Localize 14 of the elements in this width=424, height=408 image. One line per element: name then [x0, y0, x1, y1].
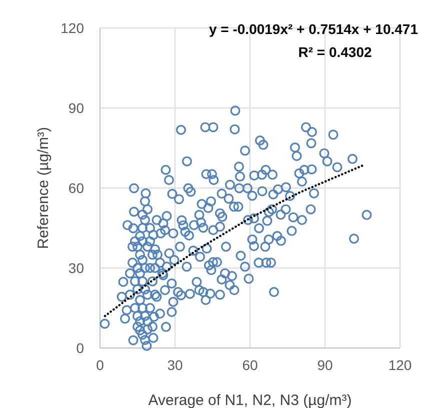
y-tick-label: 90: [68, 100, 84, 116]
annotation: R² = 0.4302: [298, 44, 372, 60]
y-tick-label: 0: [76, 340, 84, 356]
annotation: y = -0.0019x² + 0.7514x + 10.471: [208, 21, 418, 37]
y-tick-label: 30: [68, 260, 84, 276]
x-tick-label: 120: [388, 357, 412, 373]
x-axis-title: Average of N1, N2, N3 (µg/m³): [148, 392, 352, 408]
y-axis-title: Reference (µg/m³): [35, 126, 52, 250]
x-tick-label: 90: [317, 357, 333, 373]
y-tick-label: 120: [60, 20, 84, 36]
x-tick-label: 0: [96, 357, 104, 373]
y-tick-label: 60: [68, 180, 84, 196]
x-tick-label: 60: [242, 357, 258, 373]
x-tick-label: 30: [167, 357, 183, 373]
